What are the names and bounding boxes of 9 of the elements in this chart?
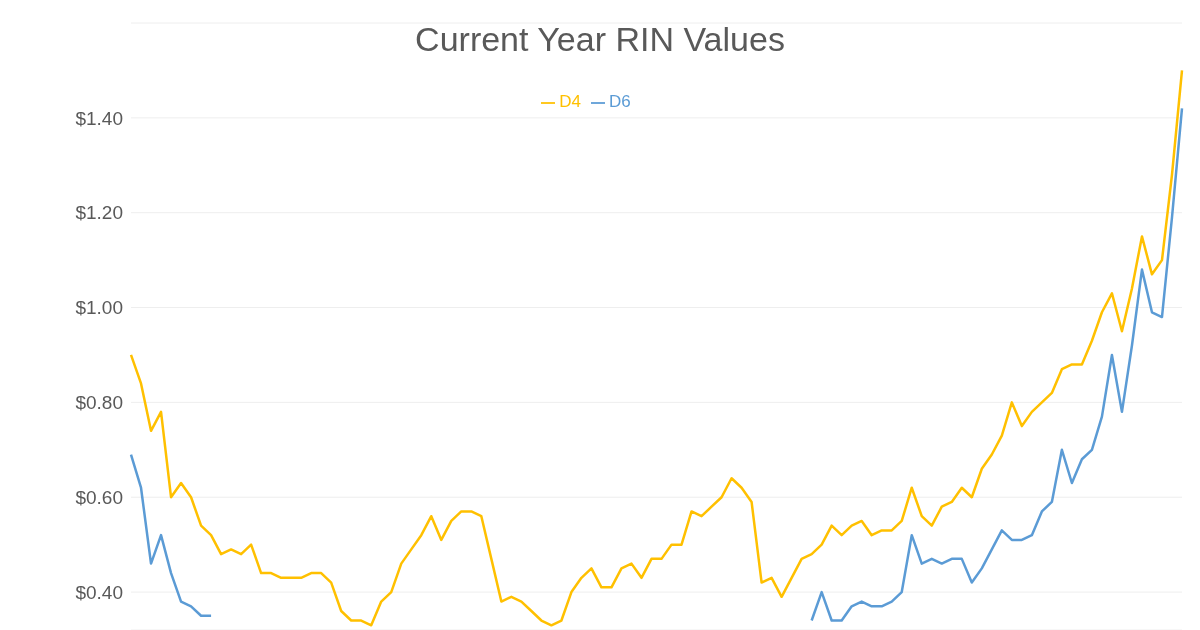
y-tick-label: $0.40: [75, 581, 123, 603]
y-tick-label: $1.40: [75, 107, 123, 129]
y-tick-label: $0.60: [75, 486, 123, 508]
legend-label: D4: [559, 92, 581, 111]
chart-title: Current Year RIN Values: [414, 20, 786, 59]
legend-label: D6: [609, 92, 631, 111]
y-tick-label: $1.00: [75, 297, 123, 319]
y-tick-label: $0.80: [75, 392, 123, 414]
y-tick-label: $1.20: [75, 202, 123, 224]
